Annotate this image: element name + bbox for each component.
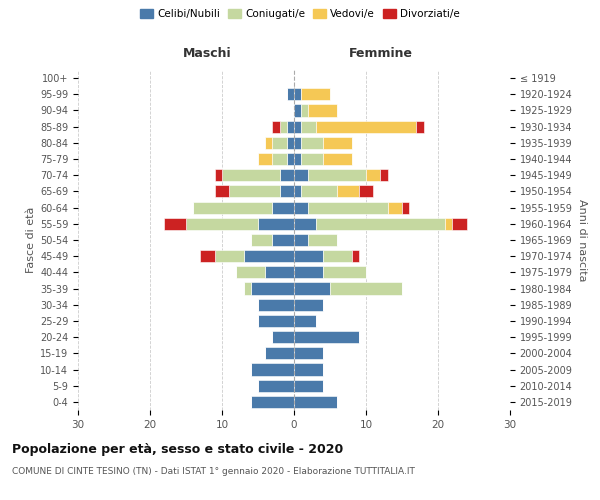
Bar: [258, 298, 294, 311]
Bar: [380, 169, 388, 181]
Y-axis label: Anni di nascita: Anni di nascita: [577, 198, 587, 281]
Bar: [452, 218, 467, 230]
Bar: [294, 282, 330, 294]
Bar: [416, 120, 424, 132]
Bar: [215, 169, 222, 181]
Bar: [244, 282, 251, 294]
Bar: [186, 218, 258, 230]
Bar: [215, 250, 244, 262]
Bar: [251, 364, 294, 376]
Bar: [337, 186, 359, 198]
Bar: [301, 88, 330, 101]
Bar: [294, 380, 323, 392]
Bar: [359, 186, 373, 198]
Bar: [272, 331, 294, 343]
Bar: [294, 186, 301, 198]
Bar: [294, 331, 359, 343]
Bar: [301, 120, 316, 132]
Bar: [280, 120, 287, 132]
Text: Popolazione per età, sesso e stato civile - 2020: Popolazione per età, sesso e stato civil…: [12, 442, 343, 456]
Bar: [294, 137, 301, 149]
Bar: [193, 202, 272, 213]
Bar: [294, 202, 308, 213]
Bar: [323, 250, 352, 262]
Bar: [366, 169, 380, 181]
Bar: [294, 120, 301, 132]
Bar: [323, 153, 352, 165]
Bar: [287, 153, 294, 165]
Bar: [251, 282, 294, 294]
Bar: [294, 348, 323, 360]
Bar: [265, 266, 294, 278]
Bar: [330, 282, 402, 294]
Bar: [287, 137, 294, 149]
Bar: [301, 186, 337, 198]
Bar: [272, 120, 280, 132]
Bar: [258, 380, 294, 392]
Bar: [272, 137, 287, 149]
Bar: [287, 88, 294, 101]
Bar: [308, 169, 366, 181]
Bar: [301, 104, 308, 117]
Bar: [301, 153, 323, 165]
Bar: [294, 234, 308, 246]
Bar: [294, 104, 301, 117]
Bar: [244, 250, 294, 262]
Bar: [301, 137, 323, 149]
Bar: [352, 250, 359, 262]
Bar: [308, 234, 337, 246]
Bar: [294, 364, 323, 376]
Bar: [445, 218, 452, 230]
Bar: [308, 104, 337, 117]
Bar: [265, 137, 272, 149]
Bar: [402, 202, 409, 213]
Bar: [323, 266, 366, 278]
Text: COMUNE DI CINTE TESINO (TN) - Dati ISTAT 1° gennaio 2020 - Elaborazione TUTTITAL: COMUNE DI CINTE TESINO (TN) - Dati ISTAT…: [12, 468, 415, 476]
Bar: [200, 250, 215, 262]
Bar: [222, 169, 280, 181]
Bar: [287, 120, 294, 132]
Bar: [164, 218, 186, 230]
Bar: [294, 88, 301, 101]
Bar: [316, 120, 416, 132]
Bar: [251, 396, 294, 408]
Text: Femmine: Femmine: [349, 48, 412, 60]
Bar: [272, 153, 287, 165]
Bar: [316, 218, 445, 230]
Bar: [388, 202, 402, 213]
Bar: [258, 315, 294, 327]
Bar: [294, 315, 316, 327]
Bar: [323, 137, 352, 149]
Y-axis label: Fasce di età: Fasce di età: [26, 207, 36, 273]
Bar: [294, 218, 316, 230]
Bar: [272, 234, 294, 246]
Bar: [215, 186, 229, 198]
Bar: [229, 186, 280, 198]
Bar: [258, 153, 272, 165]
Bar: [294, 298, 323, 311]
Bar: [294, 396, 337, 408]
Bar: [251, 234, 272, 246]
Bar: [294, 169, 308, 181]
Bar: [308, 202, 388, 213]
Bar: [280, 169, 294, 181]
Legend: Celibi/Nubili, Coniugati/e, Vedovi/e, Divorziati/e: Celibi/Nubili, Coniugati/e, Vedovi/e, Di…: [136, 5, 464, 24]
Bar: [236, 266, 265, 278]
Bar: [265, 348, 294, 360]
Bar: [294, 250, 323, 262]
Bar: [280, 186, 294, 198]
Bar: [294, 153, 301, 165]
Text: Maschi: Maschi: [183, 48, 232, 60]
Bar: [272, 202, 294, 213]
Bar: [294, 266, 323, 278]
Bar: [258, 218, 294, 230]
